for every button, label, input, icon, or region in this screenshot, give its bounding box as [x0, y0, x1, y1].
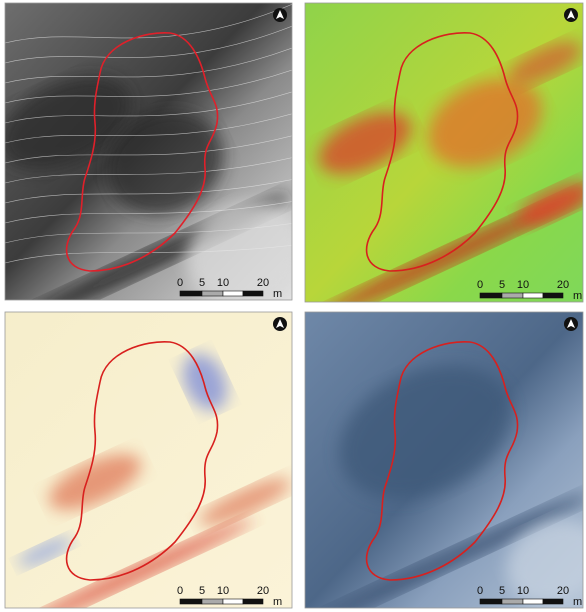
- scale-unit: m: [273, 288, 282, 300]
- scale-bar-segment: [523, 599, 543, 604]
- scale-label: 20: [257, 585, 269, 597]
- scale-bar-segment: [543, 293, 563, 298]
- map-raster: [5, 312, 295, 612]
- scale-unit: m: [273, 596, 282, 608]
- scale-bar-segment: [243, 599, 263, 604]
- scale-bar-segment: [223, 291, 243, 296]
- scale-bar-segment: [180, 291, 202, 296]
- scale-label: 5: [499, 279, 505, 291]
- scale-label: 5: [199, 277, 205, 289]
- scale-label: 10: [217, 585, 229, 597]
- map-raster: [0, 3, 321, 332]
- scale-bar-segment: [223, 599, 243, 604]
- map-panel: 0 5 10 20 m: [305, 312, 586, 612]
- scale-bar-segment: [502, 599, 523, 604]
- scale-unit: m: [573, 290, 582, 302]
- scale-unit: m: [573, 596, 582, 608]
- scale-label: 5: [199, 585, 205, 597]
- map-panel: 0 5 10 20 m: [5, 312, 295, 612]
- scale-bar-segment: [202, 599, 223, 604]
- scale-bar-segment: [543, 599, 563, 604]
- map-panel: 0 5 10 20 m: [305, 3, 586, 325]
- scale-label: 20: [257, 277, 269, 289]
- scale-bar-segment: [202, 291, 223, 296]
- scale-bar-segment: [502, 293, 523, 298]
- scale-bar-segment: [480, 293, 502, 298]
- scale-label: 10: [517, 585, 529, 597]
- scale-label: 0: [477, 279, 483, 291]
- map-raster: [305, 3, 586, 325]
- scale-label: 0: [477, 585, 483, 597]
- scale-label: 10: [217, 277, 229, 289]
- scale-bar-segment: [480, 599, 502, 604]
- map-panel: 0 5 10 20 m: [0, 3, 321, 332]
- scale-bar-segment: [523, 293, 543, 298]
- scale-label: 20: [557, 585, 569, 597]
- scale-label: 5: [499, 585, 505, 597]
- scale-bar-segment: [180, 599, 202, 604]
- scale-label: 0: [177, 585, 183, 597]
- figure: 0 5 10 20 m 0 5 10 20 m 0 5 10 20 m 0 5 10 20 m: [0, 0, 586, 612]
- map-raster: [305, 312, 586, 612]
- scale-label: 20: [557, 279, 569, 291]
- scale-bar-segment: [243, 291, 263, 296]
- scale-label: 10: [517, 279, 529, 291]
- scale-label: 0: [177, 277, 183, 289]
